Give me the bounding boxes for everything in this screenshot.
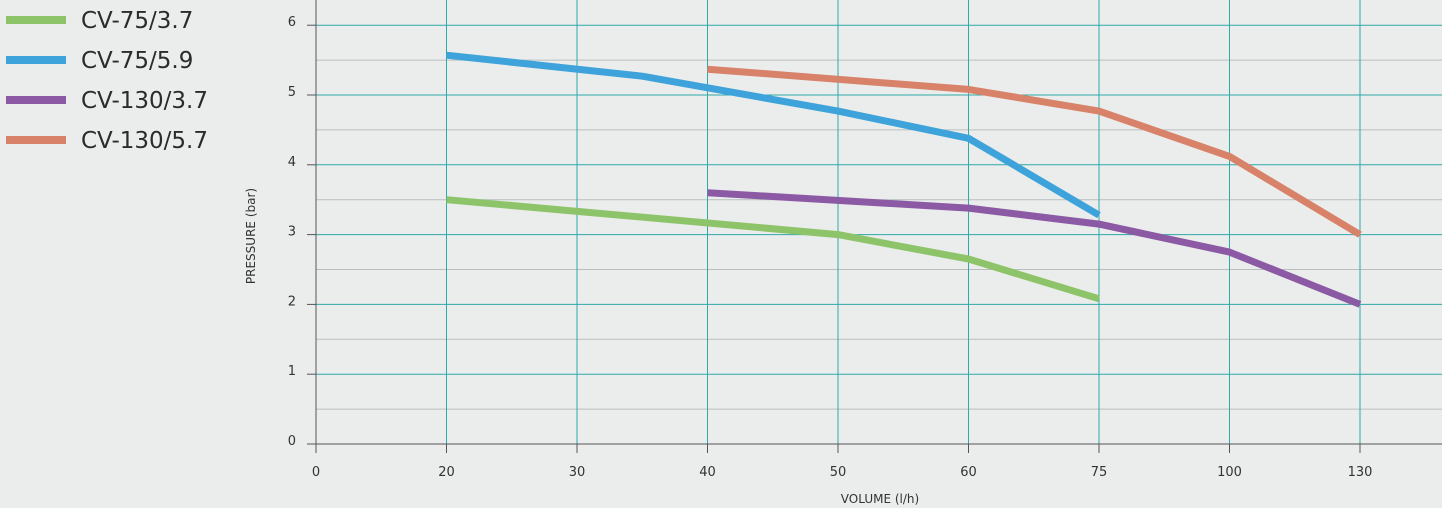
x-tick-labels: 0 20 30 40 50 60 75 100 130 [312,465,1373,480]
legend-item: CV-75/3.7 [6,8,193,34]
y-tick-labels: 0 1 2 3 4 5 6 [288,15,296,449]
x-tick-label: 50 [830,465,847,480]
series-line-cv-75-3-7 [446,196,1101,303]
horizontal-gridlines [316,24,1442,410]
y-tick-label: 1 [288,364,296,379]
axes [307,0,1442,453]
y-tick-label: 0 [288,434,296,449]
legend-label: CV-130/3.7 [81,88,208,114]
x-tick-label: 40 [699,465,716,480]
legend-item: CV-130/5.7 [6,128,208,154]
legend-label: CV-75/3.7 [81,8,193,34]
legend: CV-75/3.7 CV-75/5.9 CV-130/3.7 CV-130/5.7 [6,8,208,154]
y-tick-label: 3 [288,225,296,240]
y-tick-label: 4 [288,155,296,170]
y-tick-label: 5 [288,85,296,100]
series-line-cv-130-5-7 [707,65,1362,238]
legend-label: CV-75/5.9 [81,48,193,74]
x-tick-label: 130 [1348,465,1373,480]
legend-swatch [6,136,66,144]
y-tick-label: 6 [288,15,296,30]
x-tick-label: 75 [1091,465,1108,480]
legend-item: CV-75/5.9 [6,48,193,74]
series-lines [446,51,1362,308]
x-tick-label: 30 [569,465,586,480]
y-tick-label: 2 [288,294,296,309]
y-axis-label: PRESSURE (bar) [244,188,258,284]
x-tick-label: 20 [438,465,455,480]
x-tick-label: 0 [312,465,320,480]
legend-swatch [6,16,66,24]
legend-item: CV-130/3.7 [6,88,208,114]
series-line-cv-130-3-7 [707,189,1362,308]
legend-swatch [6,96,66,104]
x-tick-label: 60 [960,465,977,480]
x-axis-label: VOLUME (l/h) [841,492,919,506]
series-line-cv-75-5-9 [446,51,1101,219]
legend-label: CV-130/5.7 [81,128,208,154]
legend-swatch [6,56,66,64]
x-tick-label: 100 [1217,465,1242,480]
